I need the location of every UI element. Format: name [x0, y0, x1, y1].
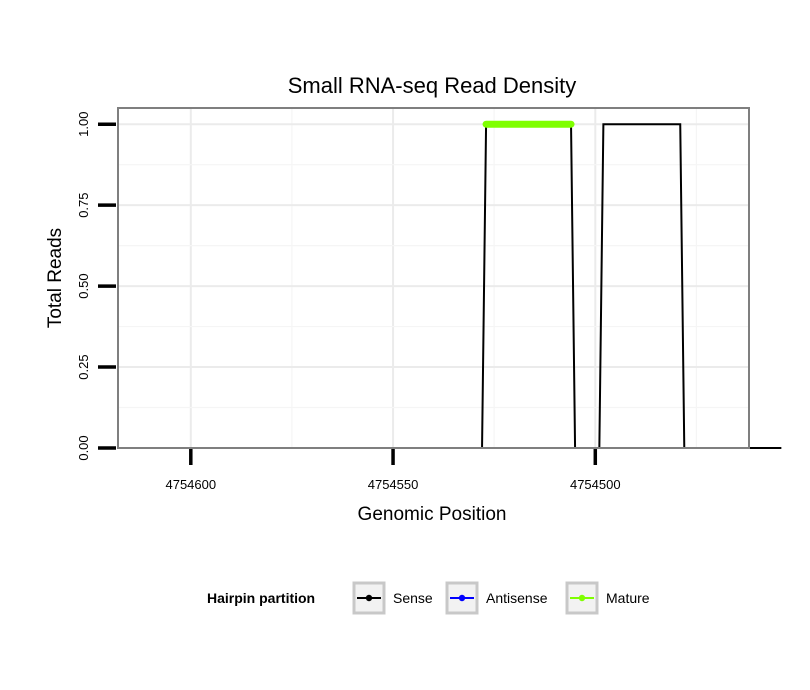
legend-label: Antisense [486, 590, 548, 606]
y-tick-label: 0.25 [76, 354, 91, 379]
x-tick-label: 4754500 [570, 477, 621, 492]
x-tick-label: 4754550 [368, 477, 419, 492]
legend-label: Sense [393, 590, 433, 606]
legend-title: Hairpin partition [207, 590, 315, 606]
x-axis-title: Genomic Position [358, 504, 507, 525]
plot-panel-border [117, 107, 750, 449]
y-tick-label: 0.00 [76, 435, 91, 460]
legend-label: Mature [606, 590, 650, 606]
legend-item-sense: Sense [352, 581, 433, 615]
legend-key-point [458, 594, 466, 602]
y-tick-label: 0.50 [76, 273, 91, 298]
x-tick-label: 4754600 [165, 477, 216, 492]
grid [118, 108, 749, 449]
legend-key-point [365, 594, 373, 602]
legend-item-mature: Mature [565, 581, 650, 615]
y-tick-label: 0.75 [76, 192, 91, 217]
legend: Hairpin partition Sense Antisense Mature [207, 581, 650, 615]
y-tick-label: 1.00 [76, 112, 91, 137]
y-axis-title: Total Reads [45, 228, 66, 328]
chart-title: Small RNA-seq Read Density [288, 73, 577, 98]
axes: 4754600 4754550 4754500 0.00 0.25 0.50 0.75 1.0… [76, 112, 621, 492]
legend-key-point [578, 594, 586, 602]
legend-item-antisense: Antisense [445, 581, 548, 615]
